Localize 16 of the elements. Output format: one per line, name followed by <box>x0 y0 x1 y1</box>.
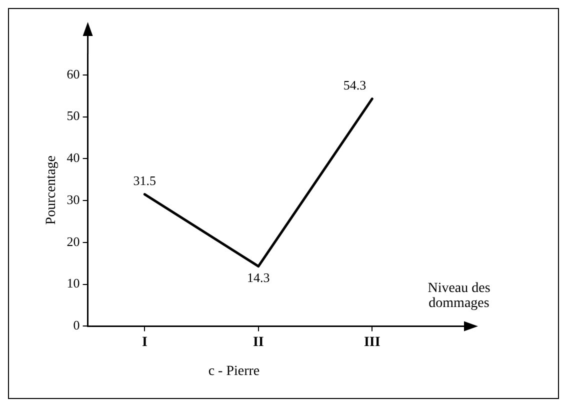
data-label: 31.5 <box>133 173 156 188</box>
text: c - Pierre <box>207 364 261 380</box>
data-label: 14.3 <box>247 270 270 286</box>
y-tick-label: 50 <box>66 108 80 124</box>
x-axis-title: Niveau des dommages <box>426 281 492 311</box>
y-tick-label: 0 <box>73 318 80 333</box>
y-tick-label: 10 <box>66 276 80 291</box>
data-label: 54.3 <box>343 78 366 93</box>
y-tick-label: 40 <box>66 150 80 166</box>
y-tick-label: 30 <box>66 192 80 207</box>
y-tick-label: 20 <box>66 234 80 249</box>
x-tick-label: III <box>364 335 380 350</box>
x-tick-label: I <box>142 335 148 350</box>
y-axis-title: Pourcentage <box>44 156 60 225</box>
y-tick-label: 60 <box>66 66 80 82</box>
x-tick-label: II <box>252 335 264 350</box>
